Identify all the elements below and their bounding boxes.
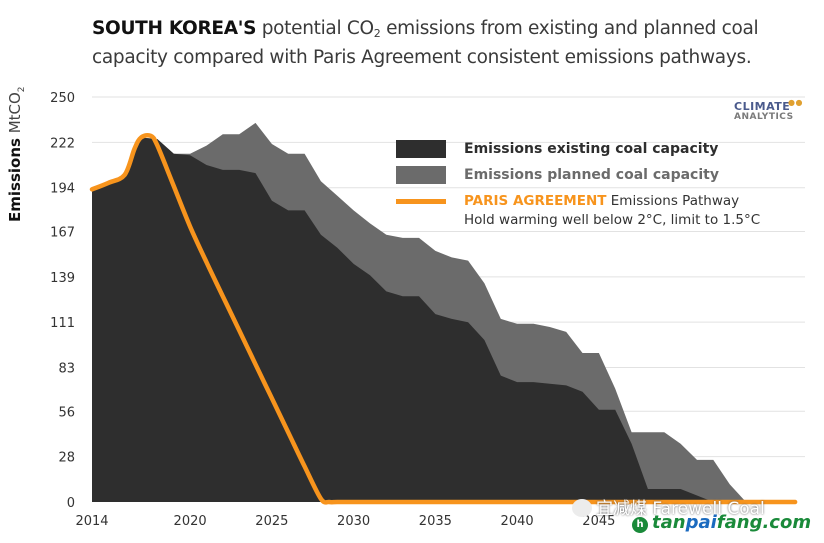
y-tick-label: 83	[58, 362, 75, 377]
areas	[89, 122, 798, 505]
area-existing-coal	[92, 137, 746, 502]
y-tick-label: 194	[50, 182, 75, 197]
x-tick-label: 2025	[255, 514, 288, 529]
legend-label-existing: Emissions existing coal capacity	[464, 141, 719, 157]
y-tick-label: 111	[50, 316, 75, 331]
watermark-site-a: tan	[652, 512, 686, 533]
chart-title: SOUTH KOREA'S potential CO2 emissions fr…	[92, 17, 812, 70]
x-tick-label: 2045	[582, 514, 615, 529]
title-part1: potential CO	[256, 18, 374, 39]
tanpaifang-logo-icon: h	[632, 517, 648, 533]
y-tick-label: 56	[58, 405, 75, 420]
legend-swatch-planned	[396, 166, 446, 184]
logo-line1: CLIMATE	[734, 100, 791, 113]
legend-swatch-existing	[396, 140, 446, 158]
legend-swatch-paris	[396, 199, 446, 204]
x-ticks: 2014 2020 2025 2030 2035 2040 2045	[75, 514, 615, 529]
x-tick-label: 2035	[419, 514, 452, 529]
logo-line2: ANALYTICS	[734, 112, 794, 122]
logo-dots-icon: ●●	[788, 98, 803, 107]
legend-paris-rest: Emissions Pathway	[606, 193, 740, 209]
legend-paris-line2: Hold warming well below 2°C, limit to 1.…	[464, 212, 761, 228]
y-ticks: 0 28 56 83 111 139 167 194 222 250	[50, 91, 75, 511]
legend: Emissions existing coal capacity Emissio…	[396, 136, 760, 230]
legend-label-paris: PARIS AGREEMENT Emissions Pathway Hold w…	[464, 192, 760, 230]
x-tick-label: 2014	[75, 514, 108, 529]
y-tick-label: 222	[50, 136, 75, 151]
title-part2: emissions from existing and planned coal…	[92, 18, 759, 68]
y-tick-label: 0	[67, 496, 75, 511]
y-tick-label: 250	[50, 91, 75, 106]
x-tick-label: 2040	[501, 514, 534, 529]
legend-item-planned: Emissions planned coal capacity	[396, 162, 760, 188]
y-tick-label: 28	[58, 451, 75, 466]
legend-item-paris: PARIS AGREEMENT Emissions Pathway Hold w…	[396, 192, 760, 230]
legend-label-planned: Emissions planned coal capacity	[464, 167, 719, 183]
x-tick-label: 2020	[174, 514, 207, 529]
climate-analytics-logo: CLIMATE ANALYTICS ●●	[734, 98, 802, 123]
watermark-tanpaifang: h tanpaifang.com	[632, 512, 811, 533]
legend-paris-bold: PARIS AGREEMENT	[464, 193, 607, 209]
title-sub: 2	[373, 27, 381, 40]
y-tick-label: 139	[50, 271, 75, 286]
watermark-farewell-coal: 宜减煤 Farewell Coal	[572, 494, 765, 519]
x-tick-label: 2030	[337, 514, 370, 529]
wechat-icon	[572, 499, 592, 517]
legend-item-existing: Emissions existing coal capacity	[396, 136, 760, 162]
watermark-site-b: pai	[685, 512, 717, 533]
title-country: SOUTH KOREA'S	[92, 18, 257, 39]
y-tick-label: 167	[50, 225, 75, 240]
watermark-site-c: fang.com	[716, 512, 812, 533]
line-paris-pathway	[89, 132, 798, 505]
watermark-text: 宜减煤 Farewell Coal	[596, 499, 765, 519]
